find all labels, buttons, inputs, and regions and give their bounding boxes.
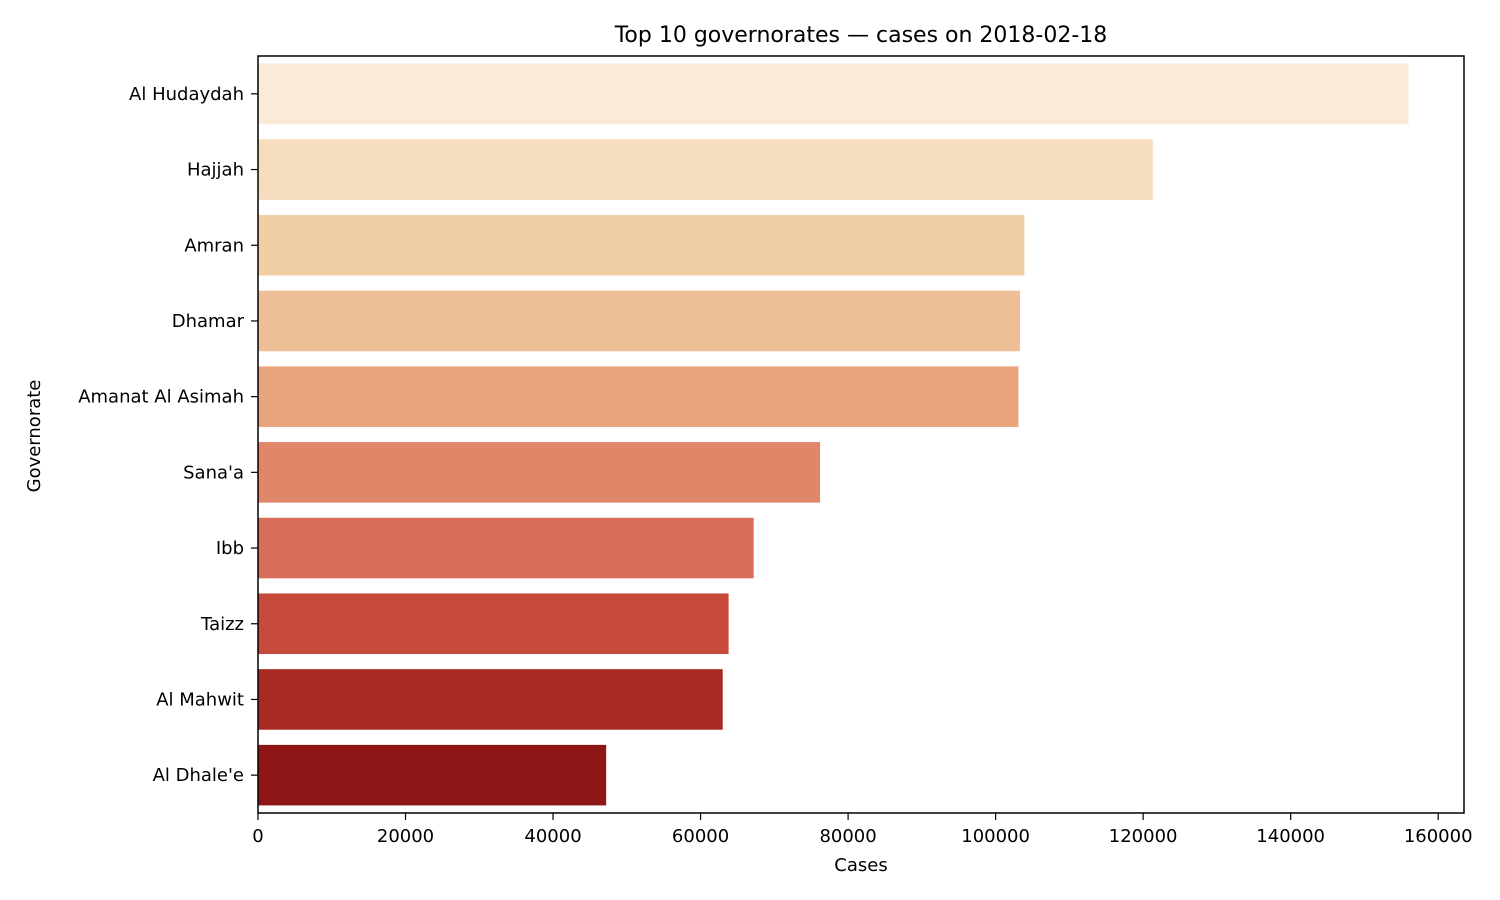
x-tick-label: 80000	[819, 826, 876, 847]
y-tick-label: Hajjah	[187, 160, 244, 181]
x-axis-label: Cases	[834, 855, 887, 876]
y-tick-label: Ibb	[216, 538, 244, 559]
x-tick-label: 160000	[1404, 826, 1473, 847]
bar-7	[258, 593, 729, 655]
bars-group	[258, 63, 1409, 806]
y-axis-label: Governorate	[24, 380, 45, 493]
x-tick-label: 120000	[1109, 826, 1178, 847]
y-tick-label: Al Mahwit	[156, 689, 244, 710]
bar-5	[258, 442, 821, 503]
y-tick-label: Dhamar	[172, 311, 245, 332]
bar-6	[258, 517, 754, 579]
bar-4	[258, 366, 1019, 427]
y-tick-label: Al Dhale'e	[153, 765, 244, 786]
x-axis-ticks: 0 20000 40000 60000 80000 100000 120000 140000 1…	[252, 813, 1473, 847]
y-axis-ticks: Al Hudaydah Hajjah Amran Dhamar Amanat Al As…	[78, 84, 258, 786]
bar-1	[258, 139, 1153, 200]
y-tick-label: Al Hudaydah	[129, 84, 244, 105]
bar-2	[258, 214, 1025, 276]
plot-frame	[257, 55, 1465, 814]
y-tick-label: Amran	[184, 235, 244, 256]
bar-8	[258, 669, 723, 730]
x-tick-label: 20000	[377, 826, 434, 847]
x-tick-label: 0	[252, 826, 263, 847]
bar-0	[258, 63, 1409, 125]
y-tick-label: Taizz	[200, 614, 244, 635]
bar-9	[258, 744, 607, 806]
y-tick-label: Sana'a	[183, 462, 244, 483]
x-tick-label: 40000	[524, 826, 581, 847]
y-tick-label: Amanat Al Asimah	[78, 387, 244, 408]
x-tick-label: 60000	[672, 826, 729, 847]
x-tick-label: 140000	[1256, 826, 1325, 847]
chart-title: Top 10 governorates — cases on 2018-02-1…	[614, 23, 1108, 48]
x-tick-label: 100000	[961, 826, 1030, 847]
bar-3	[258, 290, 1020, 352]
